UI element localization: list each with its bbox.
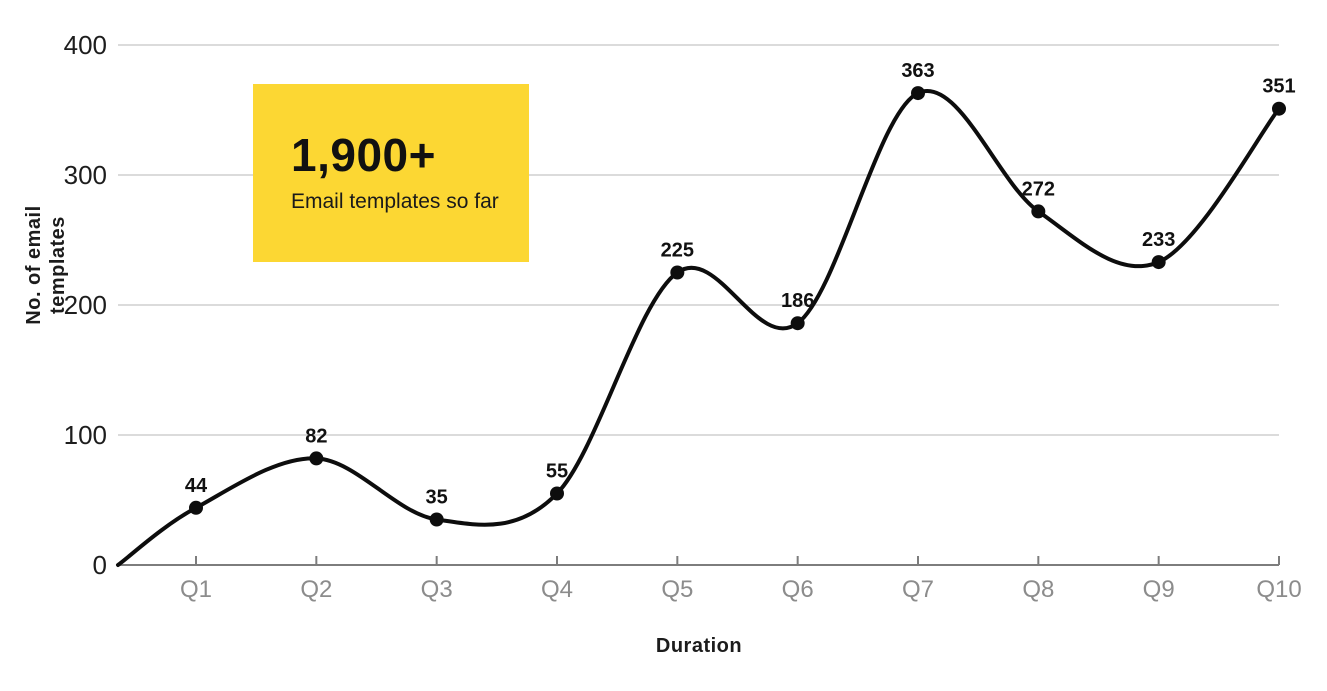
y-tick-label: 0 xyxy=(93,550,107,580)
data-point-label: 272 xyxy=(1022,178,1055,200)
x-tick-label: Q6 xyxy=(782,576,814,603)
data-point-marker xyxy=(1031,204,1046,219)
data-point-marker xyxy=(309,451,324,466)
x-axis-title: Duration xyxy=(655,635,743,657)
data-point-label: 186 xyxy=(781,290,814,312)
data-point-marker xyxy=(1272,101,1286,116)
data-point-label: 233 xyxy=(1142,229,1175,251)
data-point-label: 44 xyxy=(185,475,208,497)
y-tick-label: 100 xyxy=(64,420,107,450)
callout-headline: 1,900+ xyxy=(291,129,436,181)
data-point-label: 35 xyxy=(426,487,448,509)
x-tick-label: Q1 xyxy=(180,576,212,603)
data-point-marker xyxy=(911,86,925,101)
x-tick-label: Q4 xyxy=(541,576,573,603)
data-point-marker xyxy=(670,265,685,280)
data-point-label: 225 xyxy=(661,240,694,262)
data-point-marker xyxy=(790,316,805,331)
data-point-marker xyxy=(429,512,444,527)
data-point-label: 82 xyxy=(305,425,327,447)
x-tick-label: Q3 xyxy=(421,576,453,603)
callout-box: 1,900+ Email templates so far xyxy=(253,84,529,262)
y-axis-title: No. of email templates xyxy=(23,205,69,325)
data-point-marker xyxy=(1151,255,1166,270)
x-tick-label: Q2 xyxy=(300,576,332,603)
y-tick-label: 200 xyxy=(64,290,107,320)
x-tick-label: Q9 xyxy=(1143,576,1175,603)
x-tick-label: Q10 xyxy=(1256,576,1301,603)
y-tick-label: 300 xyxy=(64,160,107,190)
data-point-marker xyxy=(550,486,564,501)
data-point-label: 55 xyxy=(546,461,568,483)
x-tick-label: Q7 xyxy=(902,576,934,603)
x-tick-label: Q8 xyxy=(1022,576,1054,603)
x-tick-label: Q5 xyxy=(661,576,693,603)
data-point-marker xyxy=(189,500,203,515)
callout-subtext: Email templates so far xyxy=(291,190,499,213)
y-tick-label: 400 xyxy=(64,30,107,60)
data-point-label: 363 xyxy=(901,60,934,82)
data-point-label: 351 xyxy=(1262,76,1295,98)
